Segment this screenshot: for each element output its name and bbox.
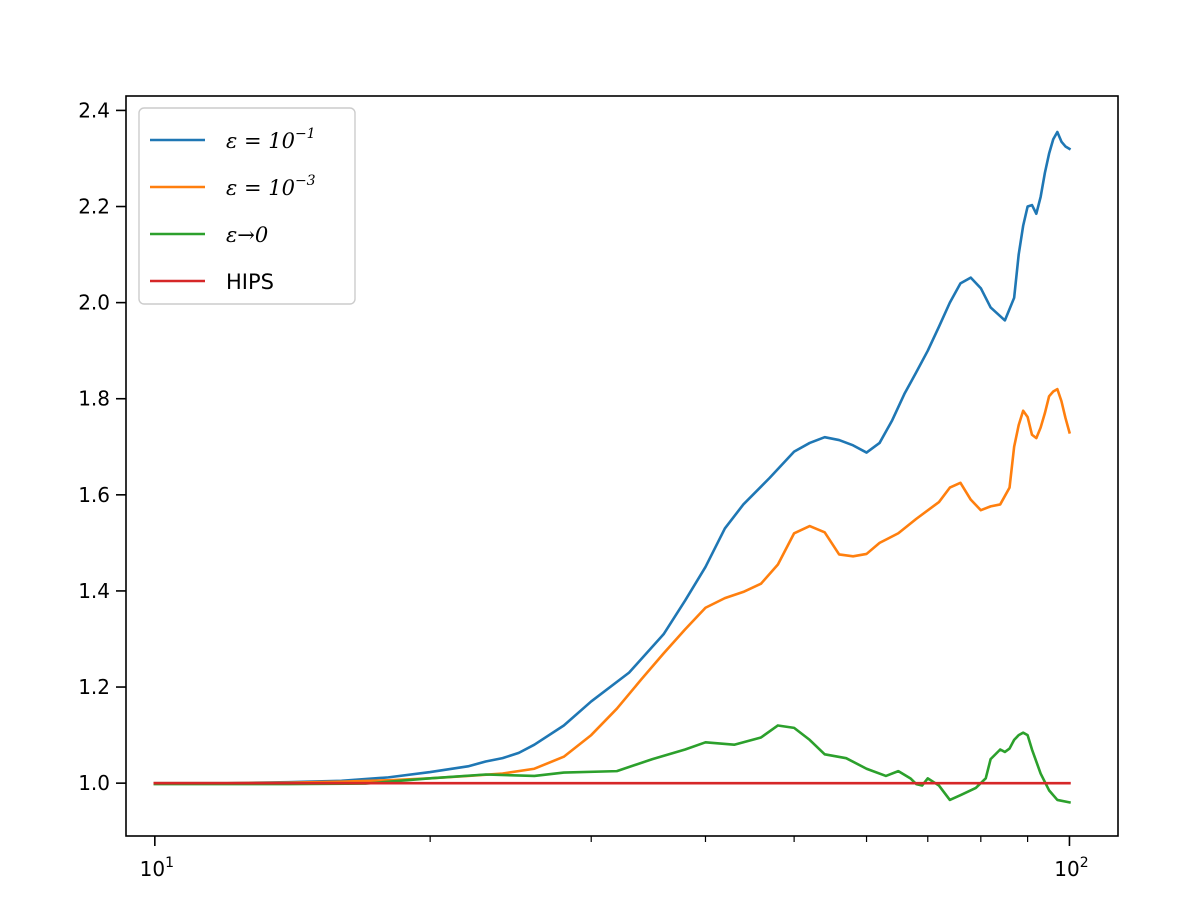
y-axis: 1.0 1.2 1.4 1.6 1.8 2.0 2.2 2.4 — [78, 98, 126, 795]
y-tick-label-6: 2.0 — [78, 291, 110, 315]
series-line-3 — [153, 724, 1071, 804]
legend-label-3: ε→0 — [226, 223, 268, 247]
series-layer — [153, 130, 1072, 804]
y-tick-label-8: 2.4 — [78, 98, 110, 122]
y-tick-label-3: 1.4 — [78, 579, 110, 603]
y-tick-label-1: 1.0 — [78, 771, 110, 795]
y-tick-label-7: 2.2 — [78, 195, 110, 219]
x-axis: 101 102 — [140, 836, 1089, 881]
series-line-1 — [153, 130, 1072, 785]
y-tick-label-5: 1.8 — [78, 387, 110, 411]
y-tick-label-2: 1.2 — [78, 675, 110, 699]
legend-label-4: HIPS — [226, 270, 274, 294]
axes-frame — [125, 95, 1119, 837]
series-line-2 — [153, 387, 1072, 785]
y-tick-label-4: 1.6 — [78, 483, 110, 507]
legend-box — [138, 107, 356, 305]
